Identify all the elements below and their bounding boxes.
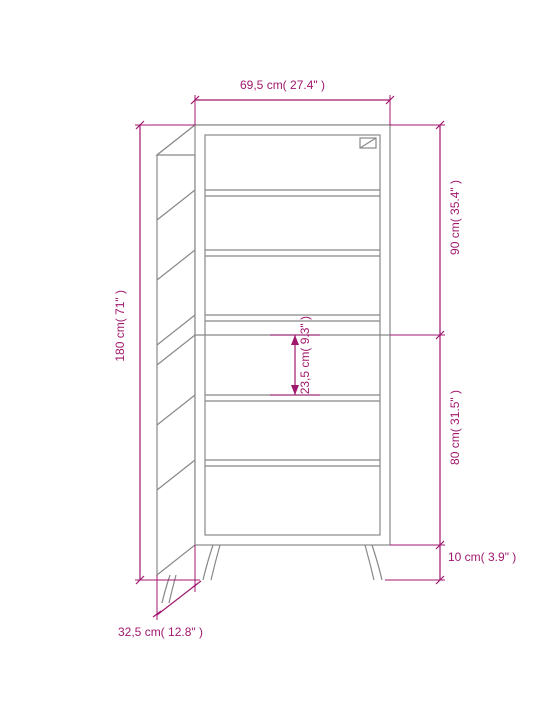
dim-lower-label: 80 cm( 31.5" ) [448,390,462,465]
diagram-stage: 69,5 cm( 27.4" ) 180 cm( 71" ) 32,5 cm( … [0,0,540,720]
dim-width-label: 69,5 cm( 27.4" ) [240,78,325,92]
dim-upper-label: 90 cm( 35.4" ) [448,180,462,255]
diagram-svg [0,0,540,720]
leg-fl2 [211,545,220,580]
d-tick-r [193,581,201,587]
leg-fl [203,545,213,580]
dim-shelf-label: 23,5 cm( 9.3" ) [298,316,312,394]
leg-fr [372,545,382,580]
leg-bl [162,575,170,603]
dim-depth-label: 32,5 cm( 12.8" ) [118,625,203,639]
product-drawing [157,125,390,603]
dim-legs-label: 10 cm( 3.9" ) [448,550,516,564]
leg-bl2 [169,575,176,603]
leg-fr2 [365,545,374,580]
dim-height-label: 180 cm( 71" ) [113,290,127,362]
